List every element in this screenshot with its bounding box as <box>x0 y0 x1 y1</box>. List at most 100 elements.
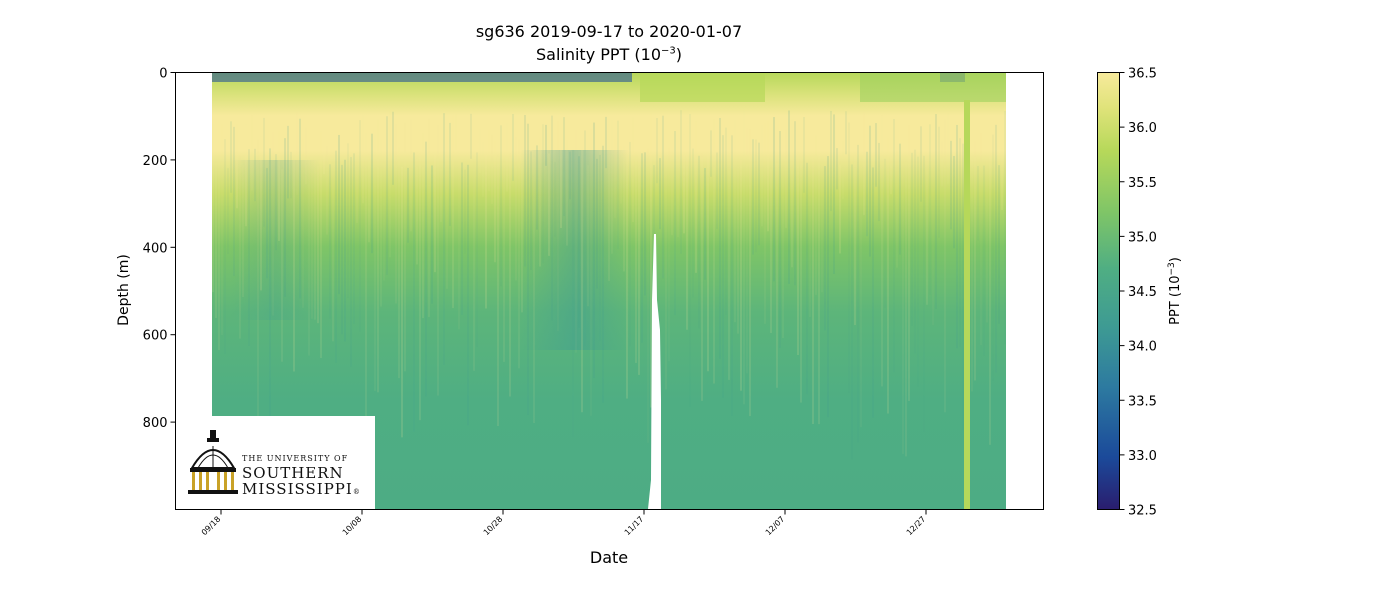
heatmap-texture <box>782 162 784 339</box>
heatmap-texture <box>554 162 556 237</box>
surface-mixed-layer <box>640 72 765 102</box>
heatmap-texture <box>299 118 301 299</box>
logo-line-1: THE UNIVERSITY OF <box>242 454 349 463</box>
data-gap <box>648 234 661 509</box>
x-tick-label: 12/07 <box>764 515 787 538</box>
heatmap-texture <box>950 140 952 230</box>
heatmap-texture <box>284 138 286 297</box>
heatmap-texture <box>236 123 238 209</box>
heatmap-texture <box>797 147 799 356</box>
heatmap-texture <box>944 119 946 413</box>
heatmap-texture <box>740 159 742 391</box>
heatmap-texture <box>440 168 442 222</box>
heatmap-texture <box>941 141 943 187</box>
y-tick-label: 0 <box>159 67 167 82</box>
heatmap-texture <box>428 118 430 318</box>
colorbar-axis: 36.5 36.0 35.5 35.0 34.5 34.0 33.5 33.0 32.5 <box>1119 67 1157 519</box>
fresh-anomaly-region <box>520 150 630 350</box>
heatmap-texture <box>809 165 811 318</box>
heatmap-texture <box>785 129 787 228</box>
heatmap-texture <box>449 122 451 227</box>
heatmap-texture <box>599 155 601 341</box>
heatmap-texture <box>920 126 922 202</box>
heatmap-texture <box>545 124 547 166</box>
y-axis: 0 200 400 600 800 <box>143 67 176 431</box>
y-tick-label: 800 <box>143 416 168 431</box>
heatmap-texture <box>341 164 343 335</box>
university-logo: THE UNIVERSITY OF SOUTHERN MISSISSIPPI® <box>176 416 375 509</box>
colorbar-tick-label: 35.0 <box>1128 230 1157 245</box>
heatmap-texture <box>338 134 340 295</box>
heatmap-texture <box>728 156 730 380</box>
x-axis: 09/18 10/08 10/28 11/17 12/07 12/27 <box>200 509 927 538</box>
heatmap-texture <box>368 154 370 243</box>
heatmap-texture <box>218 156 220 351</box>
heatmap-texture <box>569 151 571 200</box>
heatmap-texture <box>572 149 574 437</box>
heatmap-texture <box>686 118 688 330</box>
heatmap-texture <box>278 131 280 241</box>
heatmap-texture <box>251 115 253 191</box>
heatmap-texture <box>290 151 292 199</box>
heatmap-texture <box>953 155 955 249</box>
heatmap-texture <box>875 123 877 187</box>
heatmap-texture <box>362 111 364 204</box>
heatmap-texture <box>617 120 619 249</box>
heatmap-texture <box>896 150 898 268</box>
x-tick-label: 09/18 <box>200 515 223 538</box>
heatmap-texture <box>398 147 400 379</box>
heatmap-texture <box>380 140 382 307</box>
heatmap-texture <box>326 146 328 235</box>
heatmap-texture <box>476 152 478 348</box>
heatmap-texture <box>332 163 334 342</box>
heatmap-texture <box>932 159 934 326</box>
heatmap-texture <box>650 113 652 408</box>
heatmap-texture <box>818 155 820 425</box>
heatmap-texture <box>962 143 964 431</box>
heatmap-texture <box>407 167 409 243</box>
heatmap-texture <box>995 124 997 373</box>
heatmap-texture <box>914 149 916 354</box>
heatmap-texture <box>674 131 676 316</box>
heatmap-texture <box>437 124 439 396</box>
heatmap-texture <box>746 127 748 374</box>
heatmap-texture <box>524 115 526 267</box>
heatmap-texture <box>836 148 838 190</box>
heatmap-texture <box>992 134 994 381</box>
x-axis-label: Date <box>589 548 629 567</box>
surface-fresh-layer <box>212 72 632 82</box>
heatmap-texture <box>488 129 490 191</box>
heatmap-area <box>212 72 1006 509</box>
heatmap-texture <box>590 128 592 416</box>
heatmap-texture <box>347 143 349 298</box>
heatmap-texture <box>365 133 367 423</box>
colorbar-tick-label: 36.5 <box>1128 67 1157 82</box>
chart-subtitle: Salinity PPT (10−3) <box>535 45 683 64</box>
heatmap-texture <box>989 153 991 445</box>
heatmap-texture <box>734 120 736 323</box>
heatmap-texture <box>509 153 511 397</box>
heatmap-texture <box>839 164 841 254</box>
heatmap-texture <box>647 148 649 443</box>
heatmap-texture <box>893 119 895 373</box>
heatmap-texture <box>233 126 235 276</box>
heatmap-texture <box>257 139 259 429</box>
heatmap-texture <box>248 149 250 346</box>
heatmap-texture <box>581 120 583 413</box>
heatmap-texture <box>242 165 244 298</box>
heatmap-texture <box>689 114 691 407</box>
heatmap-texture <box>254 148 256 202</box>
heatmap-texture <box>869 125 871 257</box>
heatmap-texture <box>239 156 241 339</box>
heatmap-texture <box>272 131 274 316</box>
logo-line-3: MISSISSIPPI® <box>242 480 361 498</box>
heatmap-texture <box>620 145 622 204</box>
heatmap-texture <box>767 120 769 232</box>
heatmap-texture <box>311 116 313 319</box>
colorbar-tick-label: 33.0 <box>1128 449 1157 464</box>
heatmap-texture <box>794 121 796 286</box>
heatmap-texture <box>974 140 976 381</box>
heatmap-texture <box>230 121 232 193</box>
heatmap-texture <box>389 111 391 258</box>
